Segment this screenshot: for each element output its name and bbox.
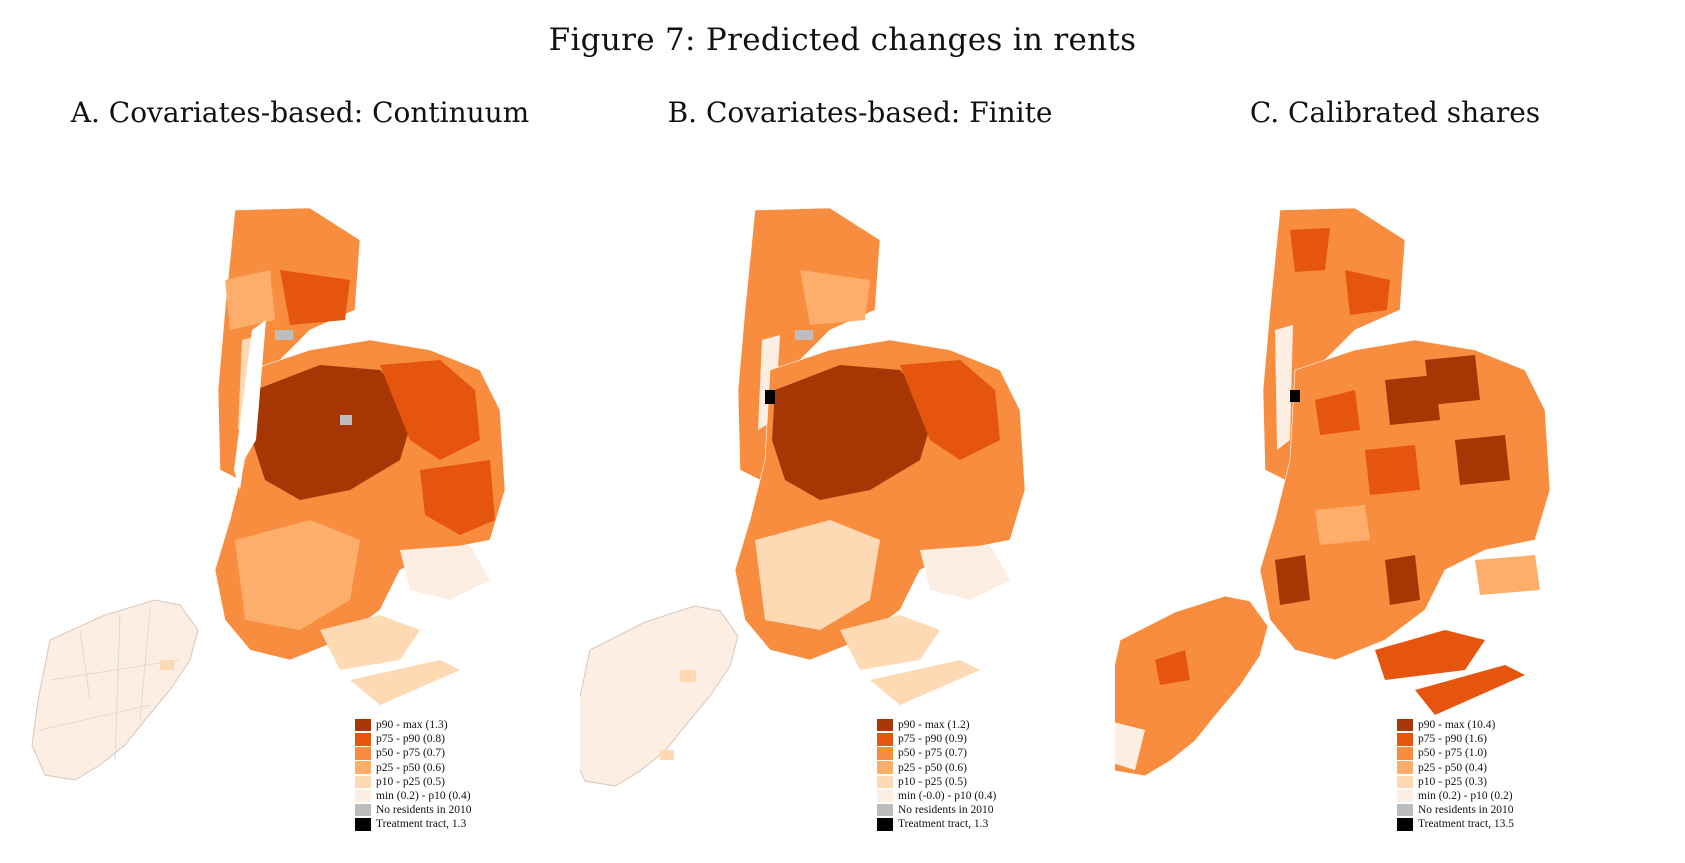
legend-item: p75 - p90 (0.8) [355, 732, 472, 746]
legend-item: min (-0.0) - p10 (0.4) [877, 789, 996, 803]
legend: p90 - max (10.4) p75 - p90 (1.6) p50 - p… [1397, 718, 1514, 832]
legend-swatch [355, 718, 371, 732]
legend-swatch [877, 747, 893, 760]
legend-swatch [877, 718, 893, 732]
legend-swatch [877, 818, 893, 831]
treatment-tract [765, 390, 775, 404]
legend-swatch [1397, 733, 1413, 746]
legend-item: p90 - max (10.4) [1397, 718, 1514, 732]
panel-title: C. Calibrated shares [1249, 96, 1541, 129]
choropleth-map [580, 207, 1026, 787]
legend: p90 - max (1.2) p75 - p90 (0.9) p50 - p7… [877, 718, 996, 832]
legend-swatch [877, 761, 893, 774]
legend-swatch [1397, 718, 1413, 732]
legend-swatch [1397, 818, 1413, 831]
legend: p90 - max (1.3) p75 - p90 (0.8) p50 - p7… [355, 718, 472, 832]
panel-c: C. Calibrated shares [1115, 96, 1675, 863]
legend-item: p75 - p90 (1.6) [1397, 732, 1514, 746]
panel-title: A. Covariates-based: Continuum [70, 96, 530, 129]
legend-item: p10 - p25 (0.5) [355, 775, 472, 789]
queens-brooklyn [214, 330, 506, 705]
legend-swatch [1397, 747, 1413, 760]
queens-brooklyn [734, 330, 1026, 705]
legend-item: Treatment tract, 1.3 [877, 817, 996, 831]
legend-item: p50 - p75 (1.0) [1397, 746, 1514, 760]
legend-swatch [355, 761, 371, 774]
legend-item: p25 - p50 (0.4) [1397, 761, 1514, 775]
legend-item: p10 - p25 (0.3) [1397, 775, 1514, 789]
legend-swatch [877, 775, 893, 789]
legend-item: p25 - p50 (0.6) [355, 761, 472, 775]
panel-title: B. Covariates-based: Finite [667, 96, 1053, 129]
legend-swatch [355, 803, 371, 817]
legend-item: p90 - max (1.2) [877, 718, 996, 732]
legend-item: p90 - max (1.3) [355, 718, 472, 732]
river [234, 320, 266, 490]
legend-item: p75 - p90 (0.9) [877, 732, 996, 746]
legend-item: p50 - p75 (0.7) [355, 746, 472, 760]
treatment-tract [1290, 390, 1300, 402]
legend-item: p25 - p50 (0.6) [877, 761, 996, 775]
staten-island [31, 599, 199, 781]
panel-b: B. Covariates-based: Finite p90 - max (1… [580, 96, 1140, 863]
legend-item: min (0.2) - p10 (0.4) [355, 789, 472, 803]
panel-a: A. Covariates-based: Continuum [20, 96, 580, 863]
legend-item: Treatment tract, 1.3 [355, 817, 472, 831]
queens-brooklyn [1259, 339, 1551, 715]
legend-item: No residents in 2010 [1397, 803, 1514, 817]
legend-swatch [355, 775, 371, 789]
legend-swatch [877, 803, 893, 817]
legend-swatch [1397, 803, 1413, 817]
staten-island [580, 605, 739, 787]
legend-swatch [355, 789, 371, 803]
staten-island [1115, 595, 1269, 777]
figure-title: Figure 7: Predicted changes in rents [548, 22, 1137, 58]
legend-swatch [1397, 761, 1413, 774]
choropleth-map [31, 207, 506, 781]
legend-swatch [355, 747, 371, 760]
legend-item: p50 - p75 (0.7) [877, 746, 996, 760]
legend-item: p10 - p25 (0.5) [877, 775, 996, 789]
legend-swatch [355, 818, 371, 831]
legend-item: Treatment tract, 13.5 [1397, 817, 1514, 831]
legend-swatch [877, 733, 893, 746]
legend-item: min (0.2) - p10 (0.2) [1397, 789, 1514, 803]
legend-item: No residents in 2010 [355, 803, 472, 817]
legend-swatch [877, 789, 893, 803]
legend-swatch [355, 733, 371, 746]
legend-item: No residents in 2010 [877, 803, 996, 817]
legend-swatch [1397, 775, 1413, 789]
legend-swatch [1397, 789, 1413, 803]
choropleth-map [1115, 207, 1551, 777]
